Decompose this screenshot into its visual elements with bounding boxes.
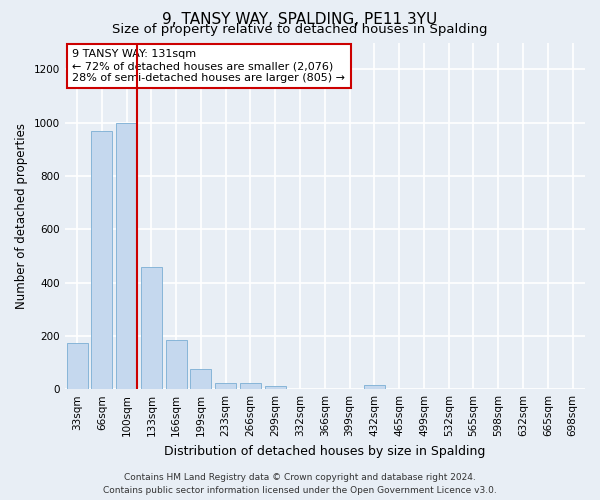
X-axis label: Distribution of detached houses by size in Spalding: Distribution of detached houses by size …: [164, 444, 485, 458]
Bar: [240, 384, 261, 389]
Bar: [166, 340, 187, 389]
Bar: [91, 130, 112, 389]
Bar: [67, 342, 88, 389]
Text: Contains HM Land Registry data © Crown copyright and database right 2024.
Contai: Contains HM Land Registry data © Crown c…: [103, 474, 497, 495]
Text: 9, TANSY WAY, SPALDING, PE11 3YU: 9, TANSY WAY, SPALDING, PE11 3YU: [163, 12, 437, 28]
Bar: [265, 386, 286, 389]
Bar: [141, 266, 162, 389]
Bar: [190, 369, 211, 389]
Y-axis label: Number of detached properties: Number of detached properties: [15, 123, 28, 309]
Text: Size of property relative to detached houses in Spalding: Size of property relative to detached ho…: [112, 22, 488, 36]
Bar: [215, 382, 236, 389]
Bar: [364, 385, 385, 389]
Text: 9 TANSY WAY: 131sqm
← 72% of detached houses are smaller (2,076)
28% of semi-det: 9 TANSY WAY: 131sqm ← 72% of detached ho…: [73, 50, 346, 82]
Bar: [116, 122, 137, 389]
